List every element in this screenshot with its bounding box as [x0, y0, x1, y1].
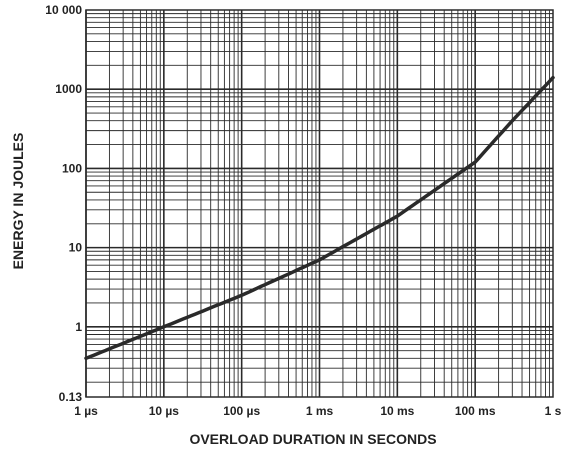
x-tick-label: 100 ms [455, 404, 496, 418]
x-axis-title: OVERLOAD DURATION IN SECONDS [189, 431, 436, 447]
y-axis-title: ENERGY IN JOULES [10, 133, 26, 270]
x-tick-labels: 1 µs 10 µs 100 µs 1 ms 10 ms 100 ms 1 s [74, 404, 561, 418]
energy-curve [84, 75, 555, 361]
x-tick-label: 10 µs [149, 404, 180, 418]
x-tick-label: 10 ms [380, 404, 414, 418]
x-tick-label: 1 ms [306, 404, 334, 418]
y-tick-label: 10 [69, 241, 83, 255]
grid-lines [85, 10, 553, 397]
x-tick-label: 1 µs [74, 404, 98, 418]
y-tick-label: 0.13 [59, 390, 83, 404]
plot-frame [85, 9, 554, 398]
y-tick-labels: 0.13 1 10 100 1000 10 000 [45, 3, 82, 404]
y-tick-label: 1000 [55, 82, 82, 96]
y-tick-label: 100 [62, 161, 82, 175]
y-tick-label: 10 000 [45, 3, 82, 17]
y-tick-label: 1 [75, 320, 82, 334]
x-tick-label: 1 s [545, 404, 562, 418]
x-tick-label: 100 µs [223, 404, 260, 418]
